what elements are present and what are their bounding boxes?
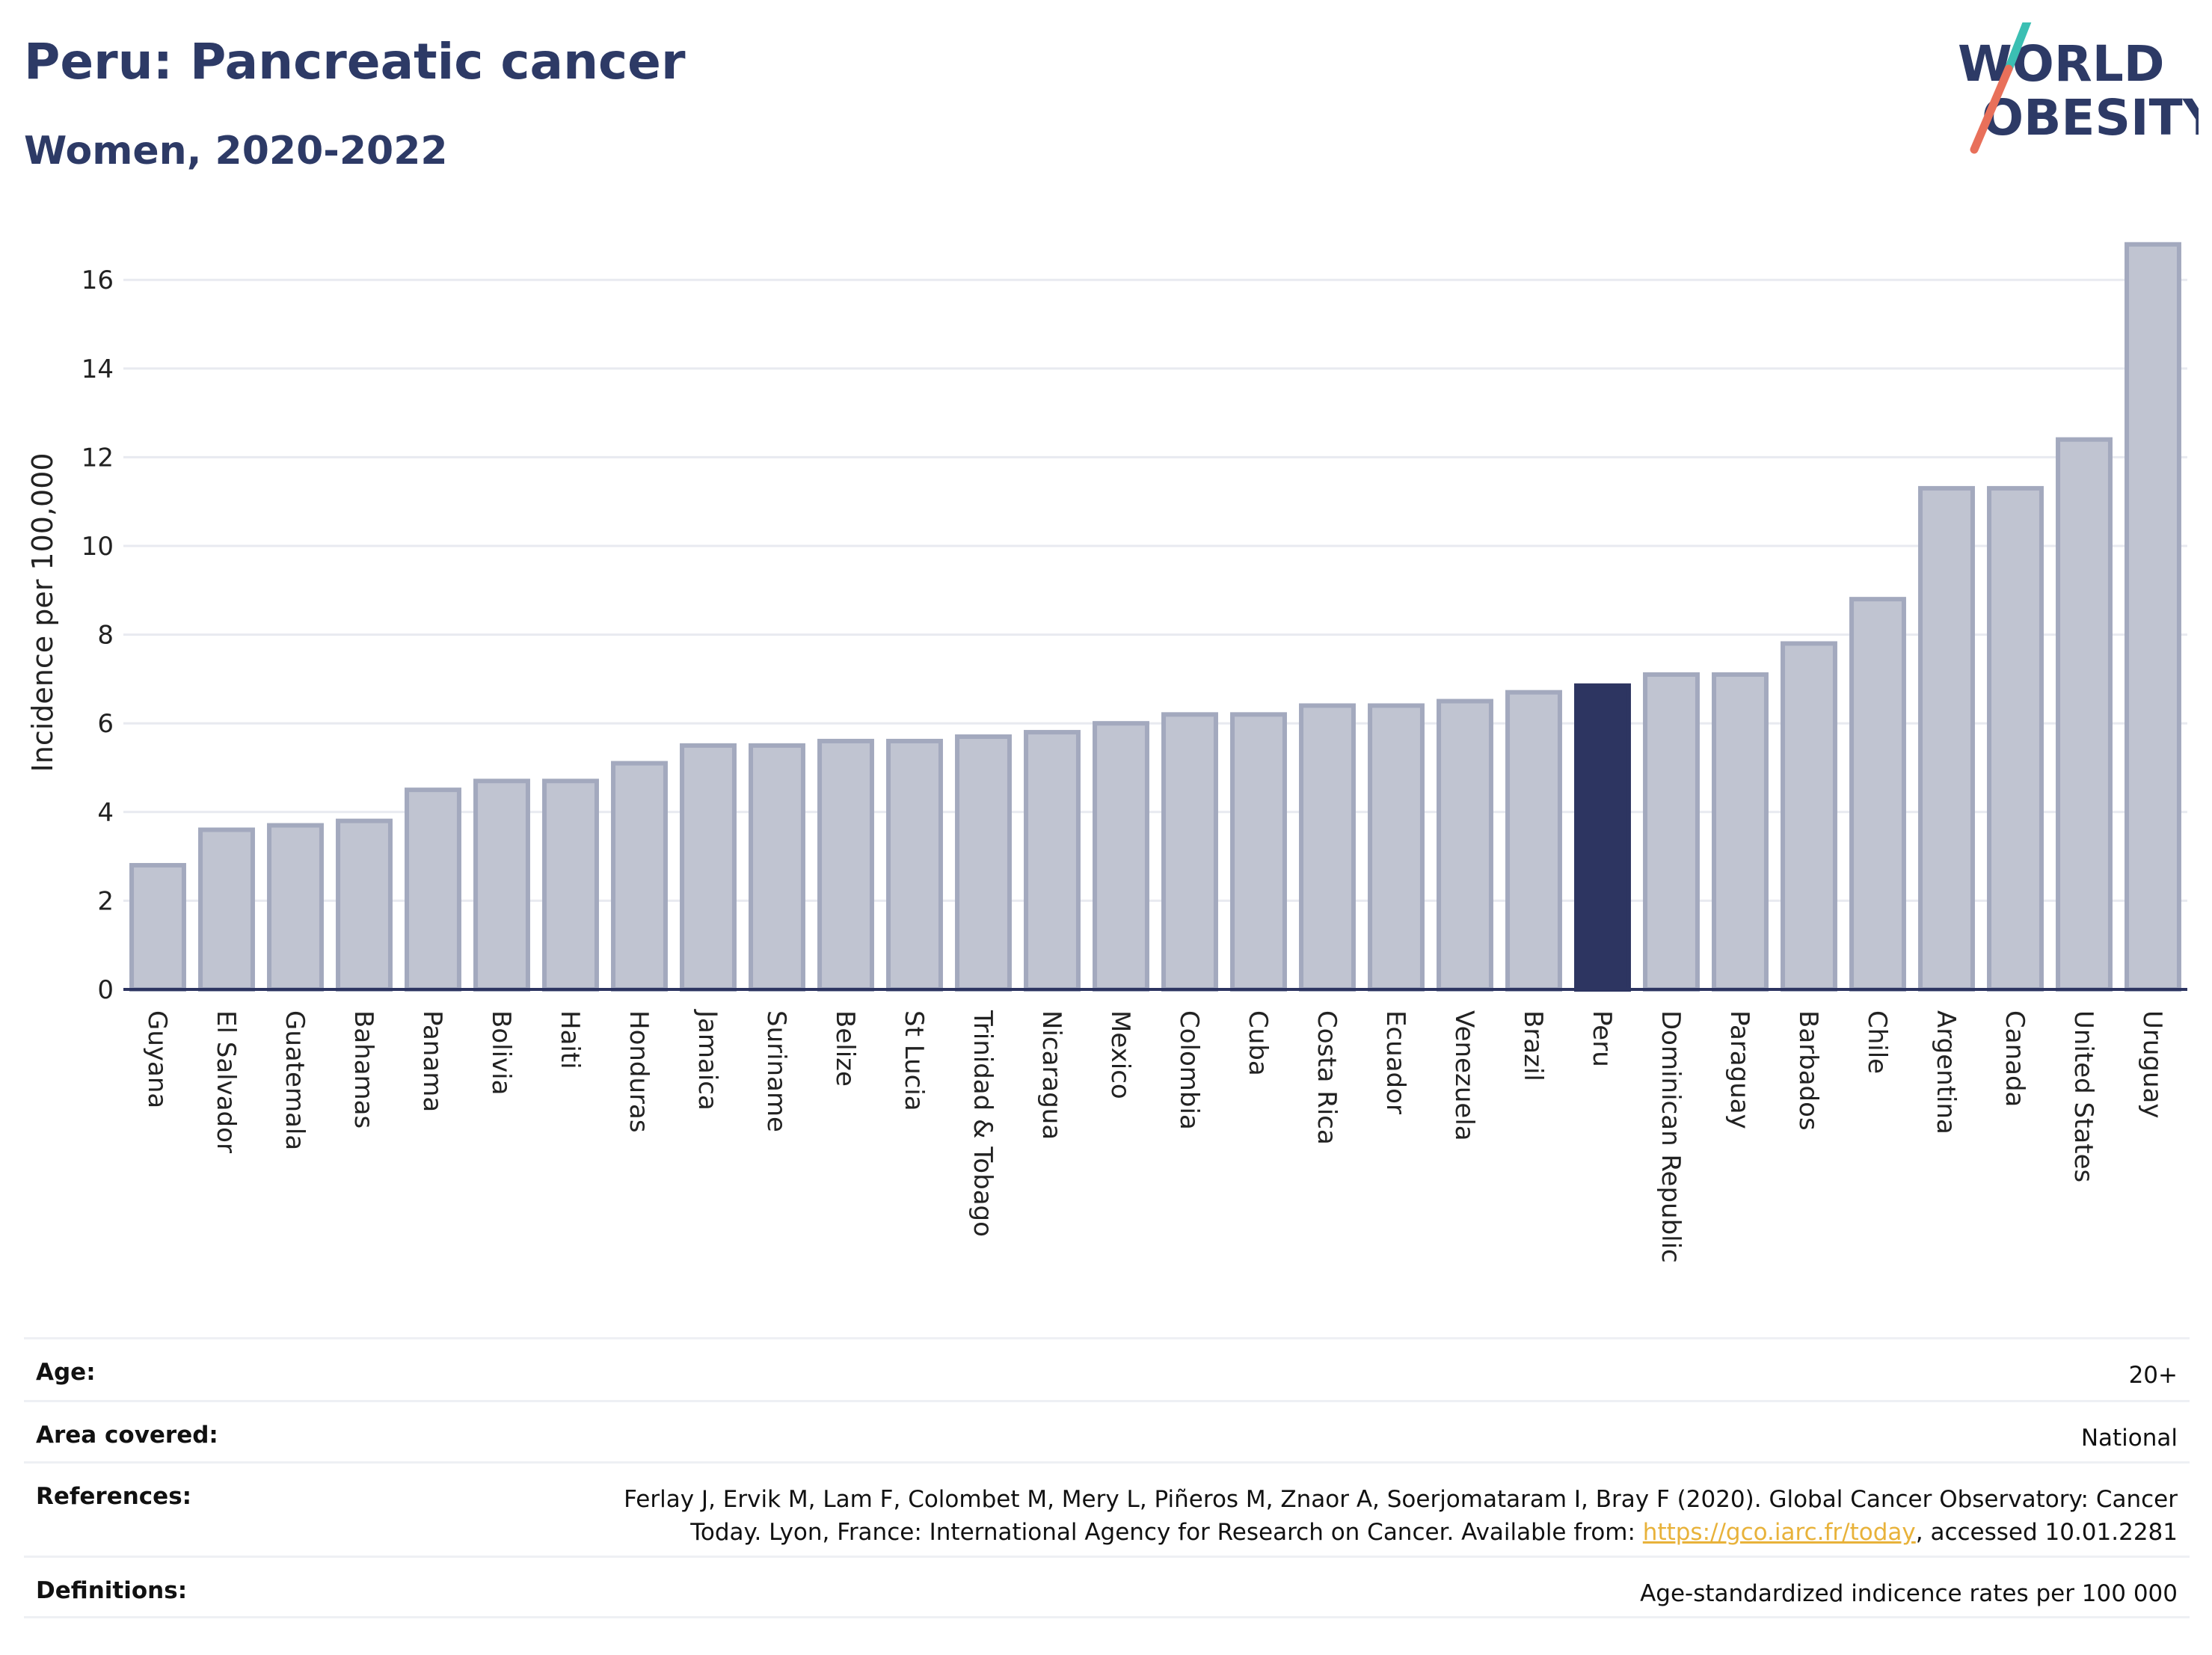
logo-slash-bottom: [1970, 64, 2013, 154]
x-tick-label: Suriname: [761, 1010, 791, 1132]
bar-peru: [1574, 683, 1631, 992]
area-value: National: [2080, 1425, 2178, 1452]
y-tick-label: 4: [97, 798, 114, 828]
age-label: Age:: [36, 1359, 96, 1386]
x-tick-label: Haiti: [555, 1010, 585, 1069]
meta-row-references: References: Ferlay J, Ervik M, Lam F, Co…: [24, 1461, 2190, 1556]
bar-venezuela: [1437, 698, 1493, 992]
x-tick-label: Brazil: [1518, 1010, 1548, 1081]
references-label: References:: [36, 1483, 192, 1510]
x-tick-label: Bolivia: [486, 1010, 516, 1095]
x-tick-label: Belize: [830, 1010, 860, 1087]
world-obesity-logo: WORLD OBESITY: [1958, 22, 2199, 154]
bar-trinidad-tobago: [955, 734, 1012, 992]
references-line2-pre: Today. Lyon, France: International Agenc…: [690, 1519, 1643, 1546]
x-tick-label: United States: [2068, 1010, 2098, 1182]
x-tick-label: St Lucia: [899, 1010, 929, 1111]
x-tick-label: Peru: [1587, 1010, 1617, 1067]
bar-honduras: [611, 761, 668, 992]
y-tick-label: 6: [97, 709, 114, 739]
bar-el-salvador: [198, 827, 255, 992]
x-tick-label: Canada: [2000, 1010, 2030, 1107]
y-tick-label: 12: [82, 443, 114, 473]
references-link[interactable]: https://gco.iarc.fr/today: [1642, 1519, 1916, 1546]
bar-colombia: [1161, 712, 1218, 992]
bar-chile: [1849, 597, 1906, 992]
y-tick-label: 0: [97, 975, 114, 1005]
x-tick-label: Costa Rica: [1312, 1010, 1342, 1145]
definitions-label: Definitions:: [36, 1577, 188, 1604]
x-tick-label: Guatemala: [280, 1010, 310, 1150]
meta-row-definitions: Definitions: Age-standardized indicence …: [24, 1556, 2190, 1618]
x-tick-label: Venezuela: [1449, 1010, 1479, 1141]
x-tick-label: Barbados: [1793, 1010, 1823, 1131]
bar-bahamas: [336, 818, 393, 992]
bar-guatemala: [267, 823, 324, 992]
meta-row-age: Age: 20+: [24, 1337, 2190, 1400]
x-tick-label: Argentina: [1931, 1010, 1961, 1134]
bar-united-states: [2056, 437, 2113, 992]
x-tick-label: Panama: [417, 1010, 447, 1112]
x-tick-label: El Salvador: [211, 1010, 241, 1153]
x-tick-label: Nicaragua: [1036, 1010, 1066, 1140]
bar-brazil: [1505, 690, 1562, 992]
meta-row-area: Area covered: National: [24, 1400, 2190, 1461]
bar-bolivia: [473, 779, 530, 992]
x-tick-label: Dominican Republic: [1656, 1010, 1686, 1263]
y-tick-label: 16: [82, 265, 114, 295]
x-tick-label: Jamaica: [692, 1009, 722, 1111]
y-axis-label: Incidence per 100,000: [26, 452, 59, 772]
x-tick-label: Ecuador: [1380, 1010, 1410, 1114]
x-tick-label: Mexico: [1105, 1010, 1135, 1099]
metadata-table: Age: 20+ Area covered: National Referenc…: [24, 1337, 2190, 1618]
bar-costa-rica: [1299, 703, 1356, 992]
bar-dominican-republic: [1643, 672, 1700, 992]
y-tick-label: 14: [82, 354, 114, 384]
bar-paraguay: [1712, 672, 1769, 992]
bar-haiti: [542, 779, 599, 992]
bar-canada: [1987, 485, 2044, 992]
logo-slash-top: [2004, 22, 2032, 73]
chart-subtitle: Women, 2020-2022: [24, 129, 448, 174]
x-tick-label: Bahamas: [348, 1010, 378, 1129]
definitions-value: Age-standardized indicence rates per 100…: [1640, 1580, 2178, 1607]
x-tick-label: Guyana: [142, 1010, 172, 1108]
x-tick-label: Honduras: [624, 1010, 654, 1133]
references-line2-post: , accessed 10.01.2281: [1915, 1519, 2178, 1546]
references-line1: Ferlay J, Ervik M, Lam F, Colombet M, Me…: [624, 1486, 2178, 1513]
bar-uruguay: [2125, 242, 2181, 992]
bar-guyana: [129, 862, 186, 992]
logo-text-obesity: OBESITY: [1982, 89, 2199, 147]
bar-argentina: [1918, 485, 1975, 992]
y-tick-label: 8: [97, 621, 114, 651]
bar-panama: [405, 787, 461, 992]
x-tick-label: Trinidad & Tobago: [968, 1010, 998, 1237]
bar-nicaragua: [1024, 730, 1081, 992]
bar-belize: [817, 738, 874, 992]
bar-chart: 0 2 4 6 8 10 12 14 16 Incidence per 100,000 Guyana…: [26, 242, 2187, 1263]
bar-st-lucia: [886, 738, 943, 992]
y-tick-label: 2: [97, 886, 114, 916]
bar-suriname: [749, 743, 805, 992]
area-label: Area covered:: [36, 1422, 218, 1449]
bar-jamaica: [680, 743, 737, 992]
bar-barbados: [1781, 641, 1837, 992]
bar-cuba: [1230, 712, 1287, 992]
x-tick-label: Uruguay: [2137, 1010, 2167, 1119]
references-value: Ferlay J, Ervik M, Lam F, Colombet M, Me…: [624, 1483, 2178, 1549]
bar-mexico: [1093, 721, 1149, 992]
x-tick-label: Cuba: [1243, 1010, 1273, 1076]
logo-text-world: WORLD: [1958, 35, 2165, 93]
y-tick-label: 10: [82, 532, 114, 562]
x-tick-label: Colombia: [1174, 1010, 1204, 1130]
chart-title: Peru: Pancreatic cancer: [24, 33, 686, 90]
x-tick-label: Chile: [1862, 1010, 1892, 1074]
bar-ecuador: [1368, 703, 1425, 992]
age-value: 20+: [2128, 1362, 2178, 1389]
x-tick-label: Paraguay: [1724, 1010, 1754, 1129]
